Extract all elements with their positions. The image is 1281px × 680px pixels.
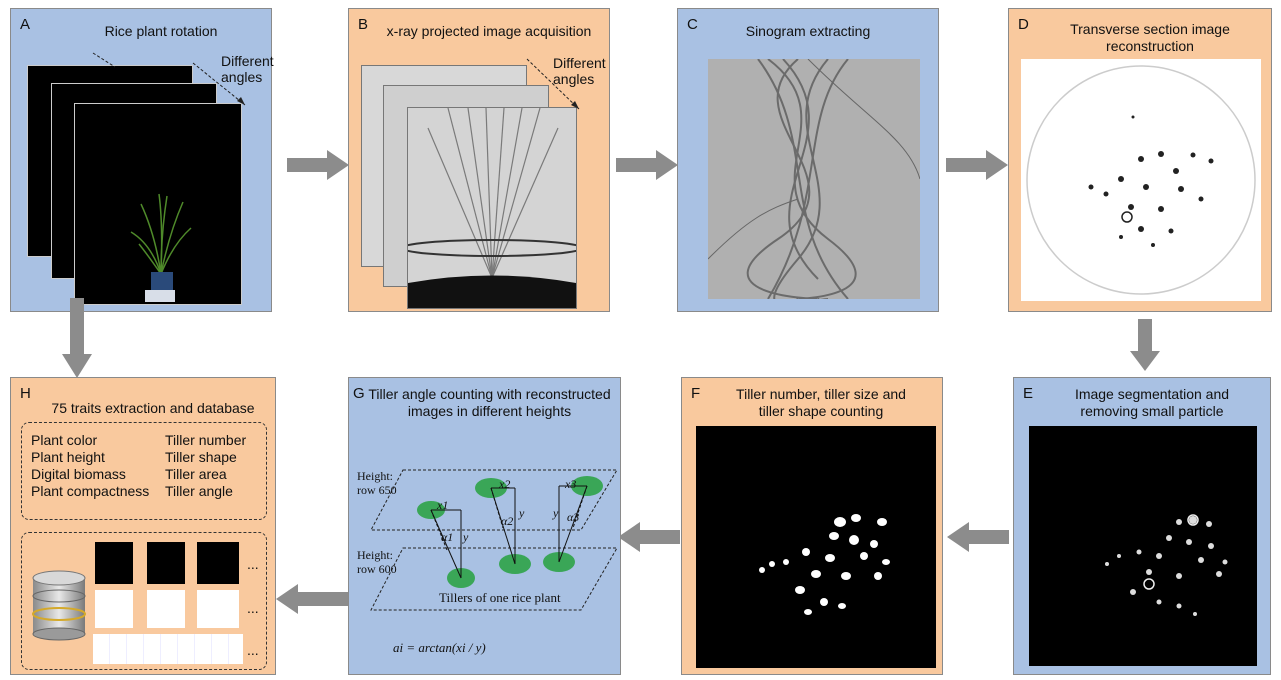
- arrow-a-to-b: [287, 150, 349, 180]
- label-a2: α2: [501, 514, 514, 528]
- height-650-line1: Height:: [357, 469, 393, 483]
- label-x1: x1: [437, 498, 449, 512]
- panel-a-title: Rice plant rotation: [104, 23, 218, 39]
- trait-item: Tiller shape: [165, 449, 237, 465]
- trait-item: Digital biomass: [31, 466, 126, 482]
- ellipsis-row-2: ...: [247, 600, 259, 616]
- database-box: [21, 532, 267, 670]
- panel-d-title-1: Transverse section image: [1070, 21, 1230, 37]
- transverse-image: [1021, 59, 1261, 301]
- tiller-count-image: [696, 426, 936, 668]
- panel-d-letter: D: [1018, 16, 1029, 33]
- panel-e-letter: E: [1023, 385, 1034, 402]
- arrow-f-to-g: [618, 522, 680, 552]
- label-a3: α3: [567, 510, 580, 524]
- height-label-650: Height: row 650: [357, 469, 397, 497]
- label-y3: y: [553, 506, 559, 520]
- arrow-a-to-h: [62, 298, 92, 378]
- angle-formula: ai = arctan(xi / y): [393, 640, 486, 655]
- panel-h-title: 75 traits extraction and database: [51, 400, 255, 416]
- ellipsis-row-1: ...: [247, 556, 259, 572]
- segmented-image: [1029, 426, 1257, 666]
- trait-item: Tiller area: [165, 466, 227, 482]
- xray-illustration: [408, 108, 576, 308]
- trait-item: Plant color: [31, 432, 98, 448]
- arrow-c-to-d: [946, 150, 1008, 180]
- traits-right-list: Tiller number Tiller shape Tiller area T…: [165, 432, 246, 500]
- label-y2: y: [519, 506, 525, 520]
- tiller-angle-diagram: [370, 469, 618, 611]
- angle-arrow-b: [526, 58, 580, 110]
- trait-item: Tiller number: [165, 432, 247, 448]
- tiller-count-illustration: [759, 514, 890, 615]
- label-a1: α1: [441, 530, 454, 544]
- plant-photo: [74, 103, 242, 305]
- panel-d: D Transverse section image reconstructio…: [1008, 8, 1272, 312]
- trait-item: Tiller angle: [165, 483, 233, 499]
- panel-a: A Rice plant rotation Different angles: [10, 8, 274, 312]
- panel-b-title: x-ray projected image acquisition: [386, 23, 592, 39]
- panel-g-title-2: images in different heights: [407, 403, 572, 419]
- database-icon: [32, 570, 86, 641]
- thumb-section-3: [197, 590, 239, 628]
- rice-plant-illustration: [130, 193, 192, 302]
- trait-item: Plant compactness: [31, 483, 150, 499]
- segmented-illustration: [1105, 514, 1228, 616]
- sinogram-image: [708, 59, 920, 299]
- panel-e-title-2: removing small particle: [1080, 403, 1224, 419]
- panel-b-note: Different angles: [553, 55, 606, 87]
- arrow-e-to-f: [947, 522, 1009, 552]
- ellipsis-row-3: ...: [247, 642, 259, 658]
- height-label-600: Height: row 600: [357, 548, 397, 576]
- thumb-plant-1: [95, 542, 133, 584]
- trait-item: Plant height: [31, 449, 105, 465]
- panel-b: B x-ray projected image acquisition Diff…: [348, 8, 610, 312]
- panel-e-title-1: Image segmentation and: [1074, 386, 1230, 402]
- height-600-line1: Height:: [357, 548, 393, 562]
- tillers-caption: Tillers of one rice plant: [439, 590, 561, 605]
- panel-f-title-1: Tiller number, tiller size and: [736, 386, 906, 402]
- panel-b-letter: B: [358, 16, 369, 33]
- height-600-line2: row 600: [357, 562, 397, 576]
- angle-arrow-a: [192, 62, 246, 106]
- panel-c-title: Sinogram extracting: [745, 23, 871, 39]
- panel-h-letter: H: [20, 385, 31, 402]
- xray-image: [407, 107, 577, 309]
- thumb-section-1: [95, 590, 133, 628]
- thumb-plant-3: [197, 542, 239, 584]
- panel-f-letter: F: [691, 385, 701, 402]
- panel-g-title-1: Tiller angle counting with reconstructed: [368, 386, 611, 402]
- height-650-line2: row 650: [357, 483, 397, 497]
- dash-mark-a: [92, 52, 116, 68]
- label-x3: x3: [565, 477, 577, 491]
- label-y1: y: [463, 530, 469, 544]
- panel-c: C Sinogram extracting: [677, 8, 939, 312]
- panel-f-title-2: tiller shape counting: [758, 403, 884, 419]
- panel-d-title-2: reconstruction: [1106, 38, 1194, 54]
- traits-left-list: Plant color Plant height Digital biomass…: [31, 432, 149, 500]
- sinogram-illustration: [708, 59, 920, 299]
- label-x2: x2: [499, 477, 511, 491]
- panel-c-letter: C: [687, 16, 698, 33]
- arrow-g-to-h: [276, 584, 348, 614]
- transverse-illustration: [1026, 65, 1256, 295]
- panel-g: G Tiller angle counting with reconstruct…: [348, 377, 621, 675]
- traits-box: [21, 422, 267, 520]
- panel-e: E Image segmentation and removing small …: [1013, 377, 1271, 675]
- panel-h: H 75 traits extraction and database Plan…: [10, 377, 276, 675]
- arrow-b-to-c: [616, 150, 678, 180]
- thumb-section-2: [147, 590, 185, 628]
- panel-f: F Tiller number, tiller size and tiller …: [681, 377, 943, 675]
- panel-g-letter: G: [353, 385, 365, 402]
- thumb-plant-2: [147, 542, 185, 584]
- arrow-d-to-e: [1130, 319, 1160, 371]
- panel-a-note: Different angles: [221, 53, 274, 85]
- thumb-table: [93, 634, 243, 664]
- panel-a-letter: A: [20, 16, 31, 33]
